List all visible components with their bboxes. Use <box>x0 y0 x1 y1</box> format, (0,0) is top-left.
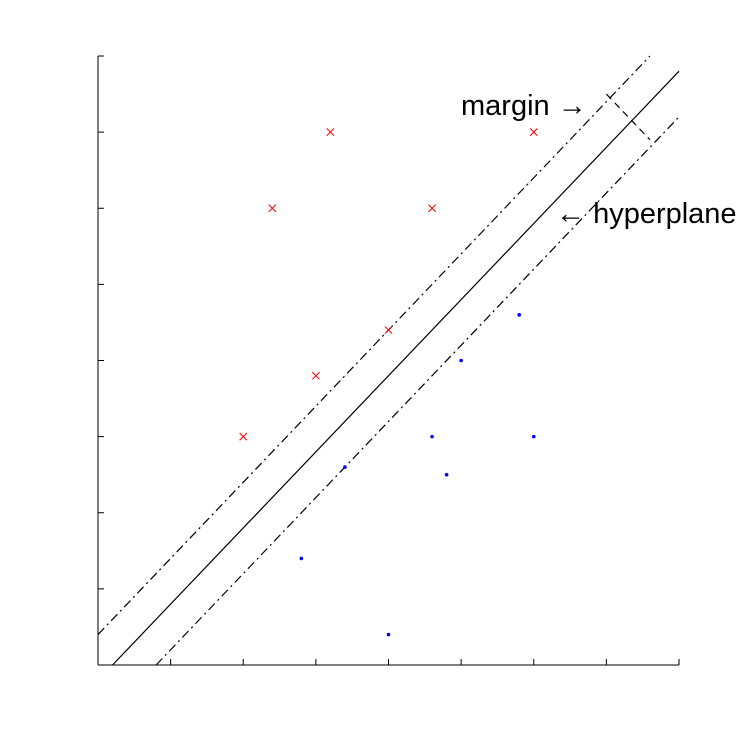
margin-annotation: margin → <box>461 90 587 122</box>
dot-marker <box>343 465 347 469</box>
margin-upper-line <box>97 55 651 635</box>
cross-marker <box>384 326 393 335</box>
dot-marker <box>430 434 434 439</box>
cross-marker <box>428 204 437 213</box>
dot-marker <box>459 358 463 363</box>
dot-marker <box>531 434 536 439</box>
hyperplane-line <box>112 70 680 666</box>
dot-marker <box>386 632 391 637</box>
annotations: margin → ← hyperplane <box>461 90 737 230</box>
cross-marker <box>268 204 277 213</box>
cross-marker <box>239 432 248 441</box>
data-points <box>239 128 538 637</box>
dot-marker <box>444 472 449 477</box>
cross-marker <box>529 128 538 137</box>
decision-lines <box>97 55 680 666</box>
cross-marker <box>326 128 335 137</box>
hyperplane-annotation: ← hyperplane <box>556 198 737 230</box>
axes <box>97 55 680 666</box>
dot-marker <box>517 313 522 317</box>
margin-width-line <box>605 93 651 141</box>
margin-lower-line <box>155 116 680 666</box>
dot-marker <box>299 556 304 561</box>
cross-marker <box>311 371 320 380</box>
